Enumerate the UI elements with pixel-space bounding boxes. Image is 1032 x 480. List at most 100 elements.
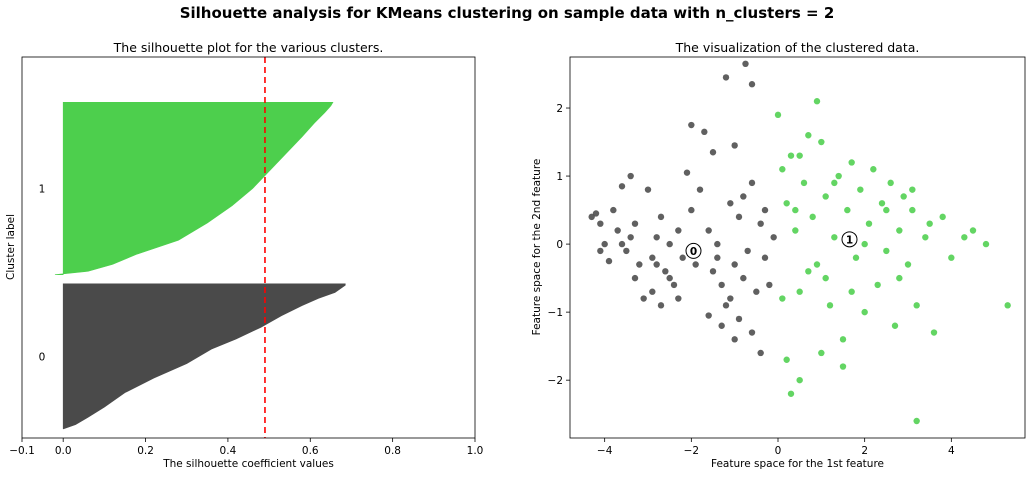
scatter-point-cluster-1 <box>831 179 838 187</box>
scatter-point-cluster-0 <box>649 288 656 295</box>
scatter-point-cluster-1 <box>835 172 842 180</box>
scatter-point-cluster-0 <box>761 254 769 261</box>
scatter-point-cluster-1 <box>848 159 855 166</box>
scatter-point-cluster-0 <box>588 213 595 221</box>
scatter-point-cluster-0 <box>718 322 725 329</box>
scatter-plot: The visualization of the clustered data.… <box>531 40 1026 470</box>
scatter-point-cluster-0 <box>679 254 686 261</box>
scatter-point-cluster-0 <box>701 128 708 136</box>
scatter-point-cluster-1 <box>930 329 938 336</box>
silhouette-x-tick-label: −0.1 <box>9 445 35 457</box>
scatter-point-cluster-0 <box>740 274 747 282</box>
scatter-point-cluster-1 <box>783 356 790 363</box>
cluster-center-marker <box>841 231 858 248</box>
scatter-point-cluster-1 <box>878 200 886 207</box>
scatter-point-cluster-1 <box>792 227 799 234</box>
scatter-point-cluster-0 <box>744 247 751 255</box>
scatter-point-cluster-0 <box>592 210 600 217</box>
scatter-point-cluster-0 <box>735 315 743 323</box>
scatter-point-cluster-0 <box>714 240 721 248</box>
scatter-x-tick-label: −4 <box>597 445 613 457</box>
scatter-point-cluster-0 <box>709 149 717 156</box>
scatter-point-cluster-1 <box>818 138 825 146</box>
scatter-point-cluster-0 <box>623 247 630 255</box>
scatter-point-cluster-1 <box>796 288 803 295</box>
scatter-point-cluster-0 <box>705 227 712 234</box>
scatter-point-cluster-1 <box>922 234 929 241</box>
scatter-point-cluster-0 <box>614 227 621 234</box>
scatter-y-tick-label: 2 <box>556 103 563 115</box>
scatter-point-cluster-0 <box>627 172 634 180</box>
scatter-y-axis-label: Feature space for the 2nd feature <box>531 159 543 336</box>
scatter-x-axis-label: Feature space for the 1st feature <box>711 458 884 470</box>
scatter-point-cluster-1 <box>848 288 855 295</box>
scatter-point-cluster-1 <box>852 254 860 261</box>
scatter-plot-title: The visualization of the clustered data. <box>675 40 920 55</box>
scatter-point-cluster-1 <box>857 186 864 193</box>
scatter-x-tick-label: 0 <box>775 445 782 457</box>
scatter-point-cluster-0 <box>688 121 695 129</box>
silhouette-cluster-label-1: 1 <box>39 184 46 196</box>
scatter-point-cluster-0 <box>714 254 721 261</box>
scatter-point-cluster-1 <box>883 206 890 214</box>
scatter-point-cluster-0 <box>761 206 769 214</box>
scatter-point-cluster-0 <box>718 281 725 289</box>
silhouette-cluster-label-0: 0 <box>39 351 46 363</box>
scatter-point-cluster-0 <box>753 288 760 295</box>
silhouette-x-tick-label: 0.4 <box>220 445 237 457</box>
scatter-point-cluster-1 <box>1004 302 1011 309</box>
scatter-point-cluster-0 <box>636 261 643 268</box>
scatter-point-cluster-1 <box>870 166 877 173</box>
scatter-point-cluster-0 <box>696 186 704 193</box>
scatter-point-cluster-1 <box>913 417 920 425</box>
scatter-point-cluster-0 <box>675 227 682 234</box>
scatter-point-cluster-0 <box>653 234 660 241</box>
scatter-point-cluster-0 <box>722 74 730 81</box>
scatter-point-cluster-0 <box>644 186 652 193</box>
scatter-point-cluster-1 <box>800 179 808 187</box>
silhouette-y-axis-label: Cluster label <box>5 214 17 280</box>
scatter-point-cluster-1 <box>831 234 838 241</box>
scatter-point-cluster-1 <box>822 274 829 282</box>
silhouette-cluster-1 <box>54 102 334 276</box>
scatter-point-cluster-0 <box>649 254 656 261</box>
figure-title: Silhouette analysis for KMeans clusterin… <box>180 4 835 22</box>
scatter-point-cluster-0 <box>727 295 734 302</box>
scatter-point-cluster-0 <box>601 240 608 248</box>
scatter-point-cluster-0 <box>757 349 764 357</box>
scatter-point-cluster-0 <box>666 274 673 282</box>
scatter-y-tick-label: −1 <box>548 307 563 319</box>
silhouette-plot-title: The silhouette plot for the various clus… <box>113 40 384 55</box>
scatter-point-cluster-1 <box>826 302 834 309</box>
silhouette-x-tick-label: 0.0 <box>55 445 72 457</box>
scatter-point-cluster-1 <box>861 240 868 248</box>
scatter-point-cluster-1 <box>896 274 903 282</box>
scatter-point-cluster-1 <box>961 234 968 241</box>
scatter-point-cluster-1 <box>896 227 903 234</box>
scatter-x-tick-label: −2 <box>684 445 699 457</box>
scatter-x-tick-label: 4 <box>948 445 955 457</box>
scatter-point-cluster-0 <box>618 183 626 190</box>
scatter-point-cluster-0 <box>610 206 617 214</box>
cluster-center-0: 0 <box>685 242 702 259</box>
scatter-point-cluster-0 <box>731 261 738 268</box>
scatter-point-cluster-0 <box>740 193 747 200</box>
cluster-center-label: 1 <box>846 234 853 246</box>
scatter-point-cluster-0 <box>618 240 626 248</box>
scatter-point-cluster-1 <box>787 152 795 159</box>
scatter-point-cluster-1 <box>874 281 881 289</box>
scatter-point-cluster-1 <box>844 206 851 214</box>
scatter-point-cluster-0 <box>657 213 665 221</box>
scatter-point-cluster-1 <box>787 390 795 397</box>
scatter-point-cluster-1 <box>839 336 847 343</box>
scatter-point-cluster-1 <box>909 186 916 193</box>
scatter-point-cluster-1 <box>926 220 933 227</box>
scatter-point-cluster-1 <box>783 200 790 207</box>
scatter-point-cluster-0 <box>742 60 749 67</box>
scatter-point-cluster-0 <box>597 247 604 255</box>
scatter-point-cluster-0 <box>666 240 673 248</box>
scatter-point-cluster-0 <box>683 169 691 176</box>
scatter-point-cluster-1 <box>982 240 990 248</box>
scatter-point-cluster-1 <box>909 206 916 214</box>
scatter-point-cluster-1 <box>779 295 786 302</box>
